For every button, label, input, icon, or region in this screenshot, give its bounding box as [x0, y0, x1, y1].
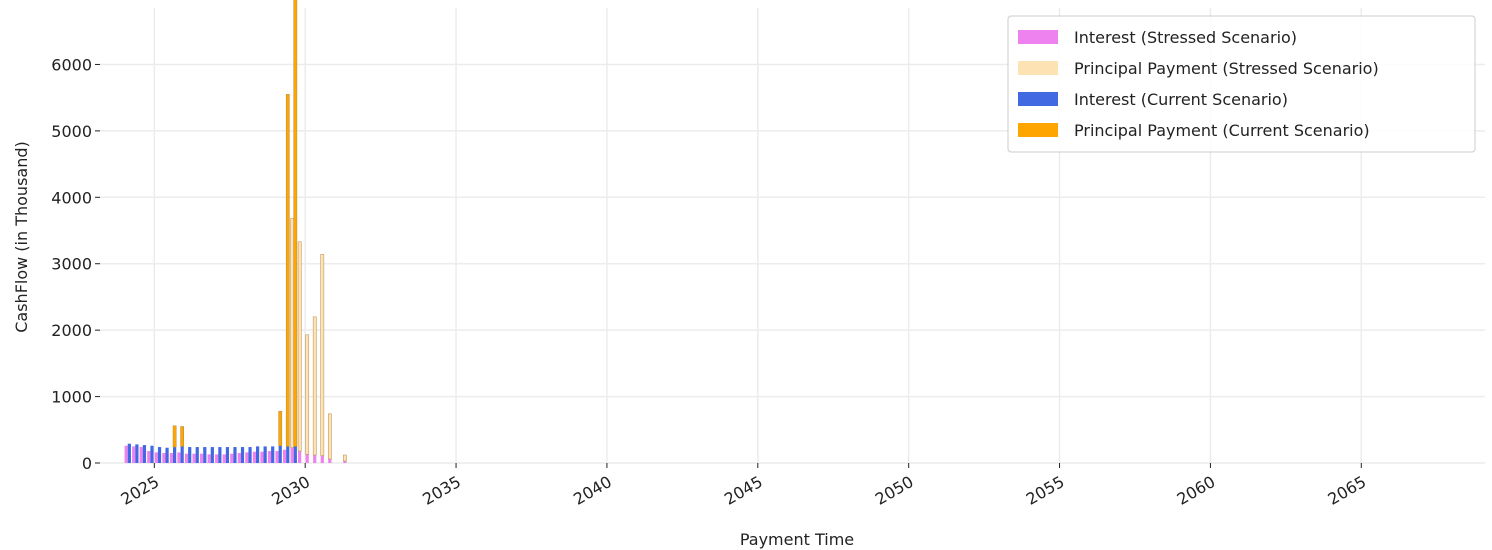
bar-stressed-principal	[290, 218, 294, 448]
bar-stressed-principal	[305, 334, 310, 455]
bar-current-principal	[285, 94, 290, 447]
y-tick-label: 4000	[51, 188, 92, 207]
legend-label: Principal Payment (Stressed Scenario)	[1074, 59, 1379, 78]
legend-label: Principal Payment (Current Scenario)	[1074, 121, 1370, 140]
bar-current-interest	[195, 447, 199, 463]
bar-stressed-interest	[245, 452, 249, 463]
bar-stressed-interest	[252, 451, 256, 463]
bar-current-interest	[165, 447, 169, 463]
bar-stressed-interest	[313, 455, 317, 463]
bar-stressed-principal	[297, 241, 302, 452]
bar-stressed-interest	[267, 451, 272, 463]
bar-stressed-interest	[305, 454, 309, 463]
bar-current-interest	[173, 447, 177, 463]
x-tick-label: 2065	[1325, 472, 1370, 509]
legend-swatch	[1018, 92, 1058, 106]
x-tick-label: 2045	[721, 472, 766, 509]
bar-stressed-interest	[222, 454, 226, 463]
legend-label: Interest (Stressed Scenario)	[1074, 28, 1297, 47]
bar-stressed-principal	[327, 413, 332, 460]
bar-stressed-interest	[282, 449, 287, 463]
x-axis-title: Payment Time	[740, 530, 854, 549]
x-tick-label: 2040	[570, 472, 615, 509]
bars-layer	[124, 0, 347, 463]
bar-stressed-interest	[162, 453, 166, 463]
bar-stressed-interest	[199, 453, 204, 463]
bar-stressed-interest	[260, 451, 264, 463]
bar-current-interest	[278, 445, 282, 463]
legend-swatch	[1018, 61, 1058, 75]
bar-stressed-interest	[124, 445, 128, 463]
bar-current-interest	[188, 447, 192, 463]
bar-current-interest	[286, 446, 290, 463]
y-axis-title: CashFlow (in Thousand)	[12, 141, 31, 333]
bar-stressed-interest	[147, 451, 151, 463]
bar-current-interest	[135, 444, 139, 463]
bar-stressed-interest	[298, 451, 302, 463]
legend-swatch	[1018, 123, 1058, 137]
bar-current-principal	[180, 426, 185, 447]
legend-label: Interest (Current Scenario)	[1074, 90, 1288, 109]
bar-current-interest	[263, 446, 267, 463]
bar-stressed-interest	[237, 453, 241, 463]
bar-stressed-interest	[328, 459, 332, 463]
bar-current-interest	[142, 445, 147, 463]
bar-stressed-interest	[184, 453, 189, 463]
bar-current-interest	[157, 447, 162, 463]
y-tick-label: 2000	[51, 321, 92, 340]
bar-current-interest	[127, 443, 131, 463]
bar-stressed-interest	[320, 455, 324, 463]
bar-stressed-principal	[320, 254, 325, 456]
bar-current-interest	[255, 446, 260, 463]
x-tick-label: 2050	[872, 472, 917, 509]
bar-stressed-interest	[154, 452, 158, 463]
bar-stressed-interest	[169, 453, 174, 463]
legend: Interest (Stressed Scenario) Principal Pa…	[1007, 15, 1476, 153]
bar-stressed-interest	[230, 453, 234, 463]
x-tick-label: 2055	[1023, 472, 1068, 509]
bar-stressed-interest	[290, 447, 294, 463]
x-tick-label: 2060	[1174, 472, 1219, 509]
legend-swatch	[1018, 30, 1058, 44]
bar-current-interest	[271, 446, 275, 463]
bar-stressed-interest	[192, 453, 196, 463]
legend-frame	[1007, 15, 1476, 153]
y-axis: 0 1000 2000 3000 4000 5000 6000	[51, 55, 100, 473]
bar-stressed-interest	[177, 452, 181, 463]
x-tick-label: 2030	[268, 472, 313, 509]
bar-stressed-interest	[275, 451, 279, 463]
y-tick-label: 1000	[51, 388, 92, 407]
bar-current-interest	[180, 446, 184, 463]
bar-stressed-interest	[207, 454, 211, 463]
x-tick-label: 2035	[419, 472, 464, 509]
y-tick-label: 6000	[51, 55, 92, 74]
bar-stressed-interest	[215, 454, 219, 463]
x-axis: 2025 2030 2035 2040 2045 2050 2055 2060 2065	[118, 463, 1370, 509]
bar-current-interest	[233, 447, 237, 463]
bar-current-interest	[293, 446, 297, 463]
y-tick-label: 0	[82, 454, 92, 473]
bar-stressed-principal	[312, 316, 317, 456]
bar-current-principal	[172, 425, 177, 448]
bar-stressed-principal	[343, 454, 347, 462]
bar-stressed-interest	[139, 447, 143, 463]
bar-current-interest	[150, 445, 154, 463]
bar-current-interest	[240, 447, 245, 463]
y-tick-label: 3000	[51, 255, 92, 274]
bar-current-principal	[293, 0, 298, 447]
bar-current-interest	[248, 447, 252, 463]
bar-current-interest	[218, 447, 222, 463]
bar-current-principal	[278, 410, 283, 446]
bar-stressed-interest	[132, 446, 136, 463]
grid-lines	[100, 8, 1485, 464]
bar-stressed-interest	[343, 461, 347, 463]
x-tick-label: 2025	[118, 472, 163, 509]
y-tick-label: 5000	[51, 122, 92, 141]
bar-current-interest	[210, 447, 214, 463]
bar-current-interest	[203, 447, 207, 463]
bar-current-interest	[225, 447, 230, 463]
